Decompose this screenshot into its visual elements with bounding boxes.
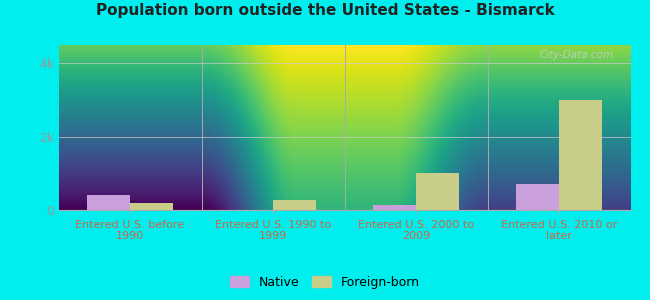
Bar	[416, 173, 459, 210]
Bar	[373, 205, 416, 210]
Bar	[273, 200, 316, 210]
Bar	[516, 184, 559, 210]
Bar	[130, 203, 173, 210]
Legend: Native, Foreign-born: Native, Foreign-born	[225, 271, 425, 294]
Bar	[559, 100, 602, 210]
Text: Population born outside the United States - Bismarck: Population born outside the United State…	[96, 3, 554, 18]
Bar	[87, 195, 130, 210]
Text: City-Data.com: City-Data.com	[540, 50, 614, 60]
